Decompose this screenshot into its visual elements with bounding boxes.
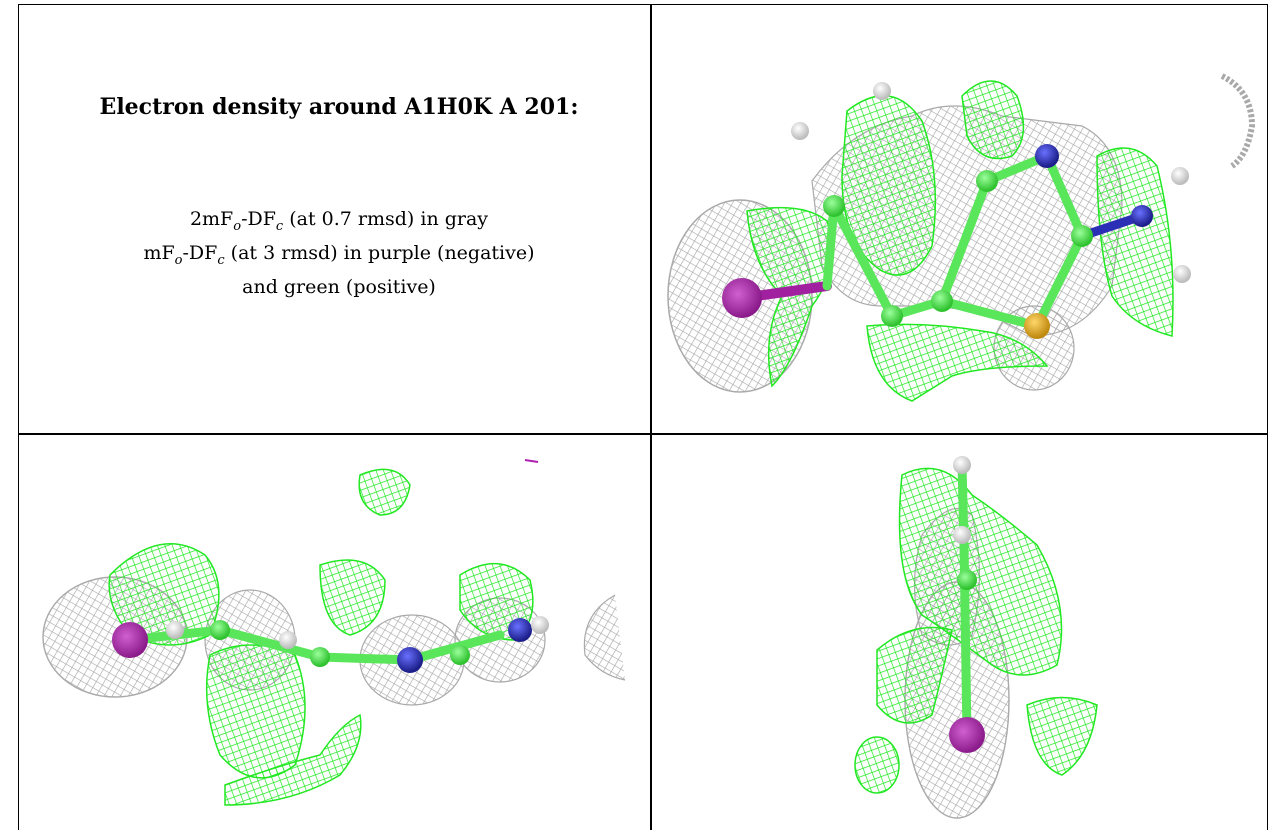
molecule-bottom-right — [949, 456, 985, 753]
legend-line-positive: and green (positive) — [242, 275, 436, 298]
molecule-bottom-left — [112, 616, 549, 673]
density-render-1 — [667, 73, 1256, 402]
density-view-bottom-right — [652, 435, 1266, 830]
figure-grid — [18, 4, 1268, 830]
density-view-top-right — [652, 6, 1266, 433]
grid-vertical-divider — [650, 4, 652, 830]
mesh-green-top — [746, 80, 1174, 402]
density-render-3 — [854, 456, 1098, 819]
legend-line-difference: mFo-DFc (at 3 rmsd) in purple (negative) — [143, 241, 535, 268]
figure-title: Electron density around A1H0K A 201: — [99, 94, 579, 120]
density-view-bottom-left — [20, 435, 650, 830]
legend-line-gray: 2mFo-DFc (at 0.7 rmsd) in gray — [189, 208, 489, 234]
grid-horizontal-divider — [18, 433, 1268, 435]
molecule-top — [722, 82, 1191, 339]
figure-legend: 2mFo-DFc (at 0.7 rmsd) in gray mFo-DFc (… — [34, 206, 644, 301]
density-render-2 — [42, 459, 626, 806]
mesh-green-bottom-right — [854, 467, 1098, 794]
caption-cell: Electron density around A1H0K A 201: 2mF… — [20, 6, 650, 433]
